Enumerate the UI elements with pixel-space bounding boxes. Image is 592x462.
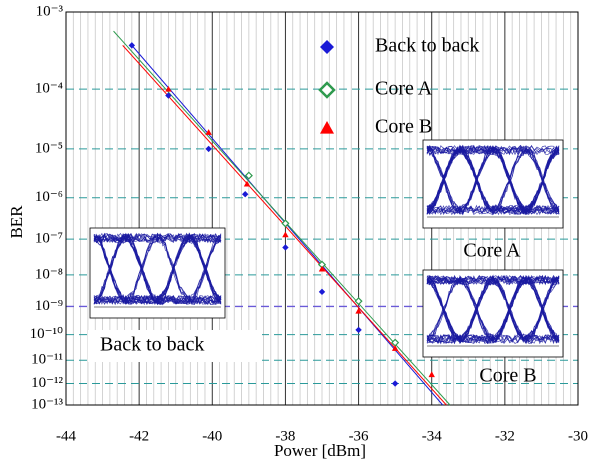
data-point xyxy=(282,244,288,250)
x-tick-label: -34 xyxy=(422,428,442,444)
data-point xyxy=(242,191,248,197)
legend-label: Core B xyxy=(375,116,432,138)
x-tick-label: -30 xyxy=(568,428,588,444)
x-tick-label: -42 xyxy=(129,428,149,444)
data-point xyxy=(319,289,325,295)
legend-label: Core A xyxy=(375,78,433,100)
legend-label: Back to back xyxy=(375,35,479,57)
y-tick-label: 10⁻⁶ xyxy=(35,189,63,205)
annotation: Back to back xyxy=(100,334,204,356)
y-tick-label: 10⁻¹³ xyxy=(31,396,63,412)
eye-diagram xyxy=(423,140,563,228)
data-point xyxy=(355,327,361,333)
data-point xyxy=(355,298,361,304)
chart: Power [dBm] BER -44-42-40-38-36-34-32-30… xyxy=(0,0,592,462)
x-tick-label: -44 xyxy=(56,428,76,444)
y-tick-label: 10⁻¹² xyxy=(31,375,63,391)
data-point xyxy=(205,146,211,152)
y-tick-label: 10⁻⁵ xyxy=(35,140,63,156)
x-tick-label: -36 xyxy=(349,428,369,444)
annotation: Core A xyxy=(463,240,521,262)
y-tick-label: 10⁻³ xyxy=(36,3,64,19)
eye-diagram xyxy=(90,228,225,318)
y-tick-label: 10⁻¹¹ xyxy=(31,352,63,368)
y-tick-label: 10⁻⁹ xyxy=(35,298,63,314)
data-point xyxy=(392,339,398,345)
data-point xyxy=(429,371,435,377)
y-axis-label: BER xyxy=(7,205,26,239)
x-tick-label: -32 xyxy=(495,428,515,444)
eye-diagram xyxy=(423,270,563,357)
data-point xyxy=(392,380,398,386)
y-tick-label: 10⁻⁸ xyxy=(35,266,63,282)
x-tick-label: -38 xyxy=(275,428,295,444)
annotation: Core B xyxy=(479,365,536,387)
y-tick-label: 10⁻⁷ xyxy=(35,231,63,247)
y-tick-label: 10⁻⁴ xyxy=(35,81,63,97)
y-tick-label: 10⁻¹⁰ xyxy=(30,326,63,342)
x-tick-label: -40 xyxy=(202,428,222,444)
data-point xyxy=(282,231,288,237)
